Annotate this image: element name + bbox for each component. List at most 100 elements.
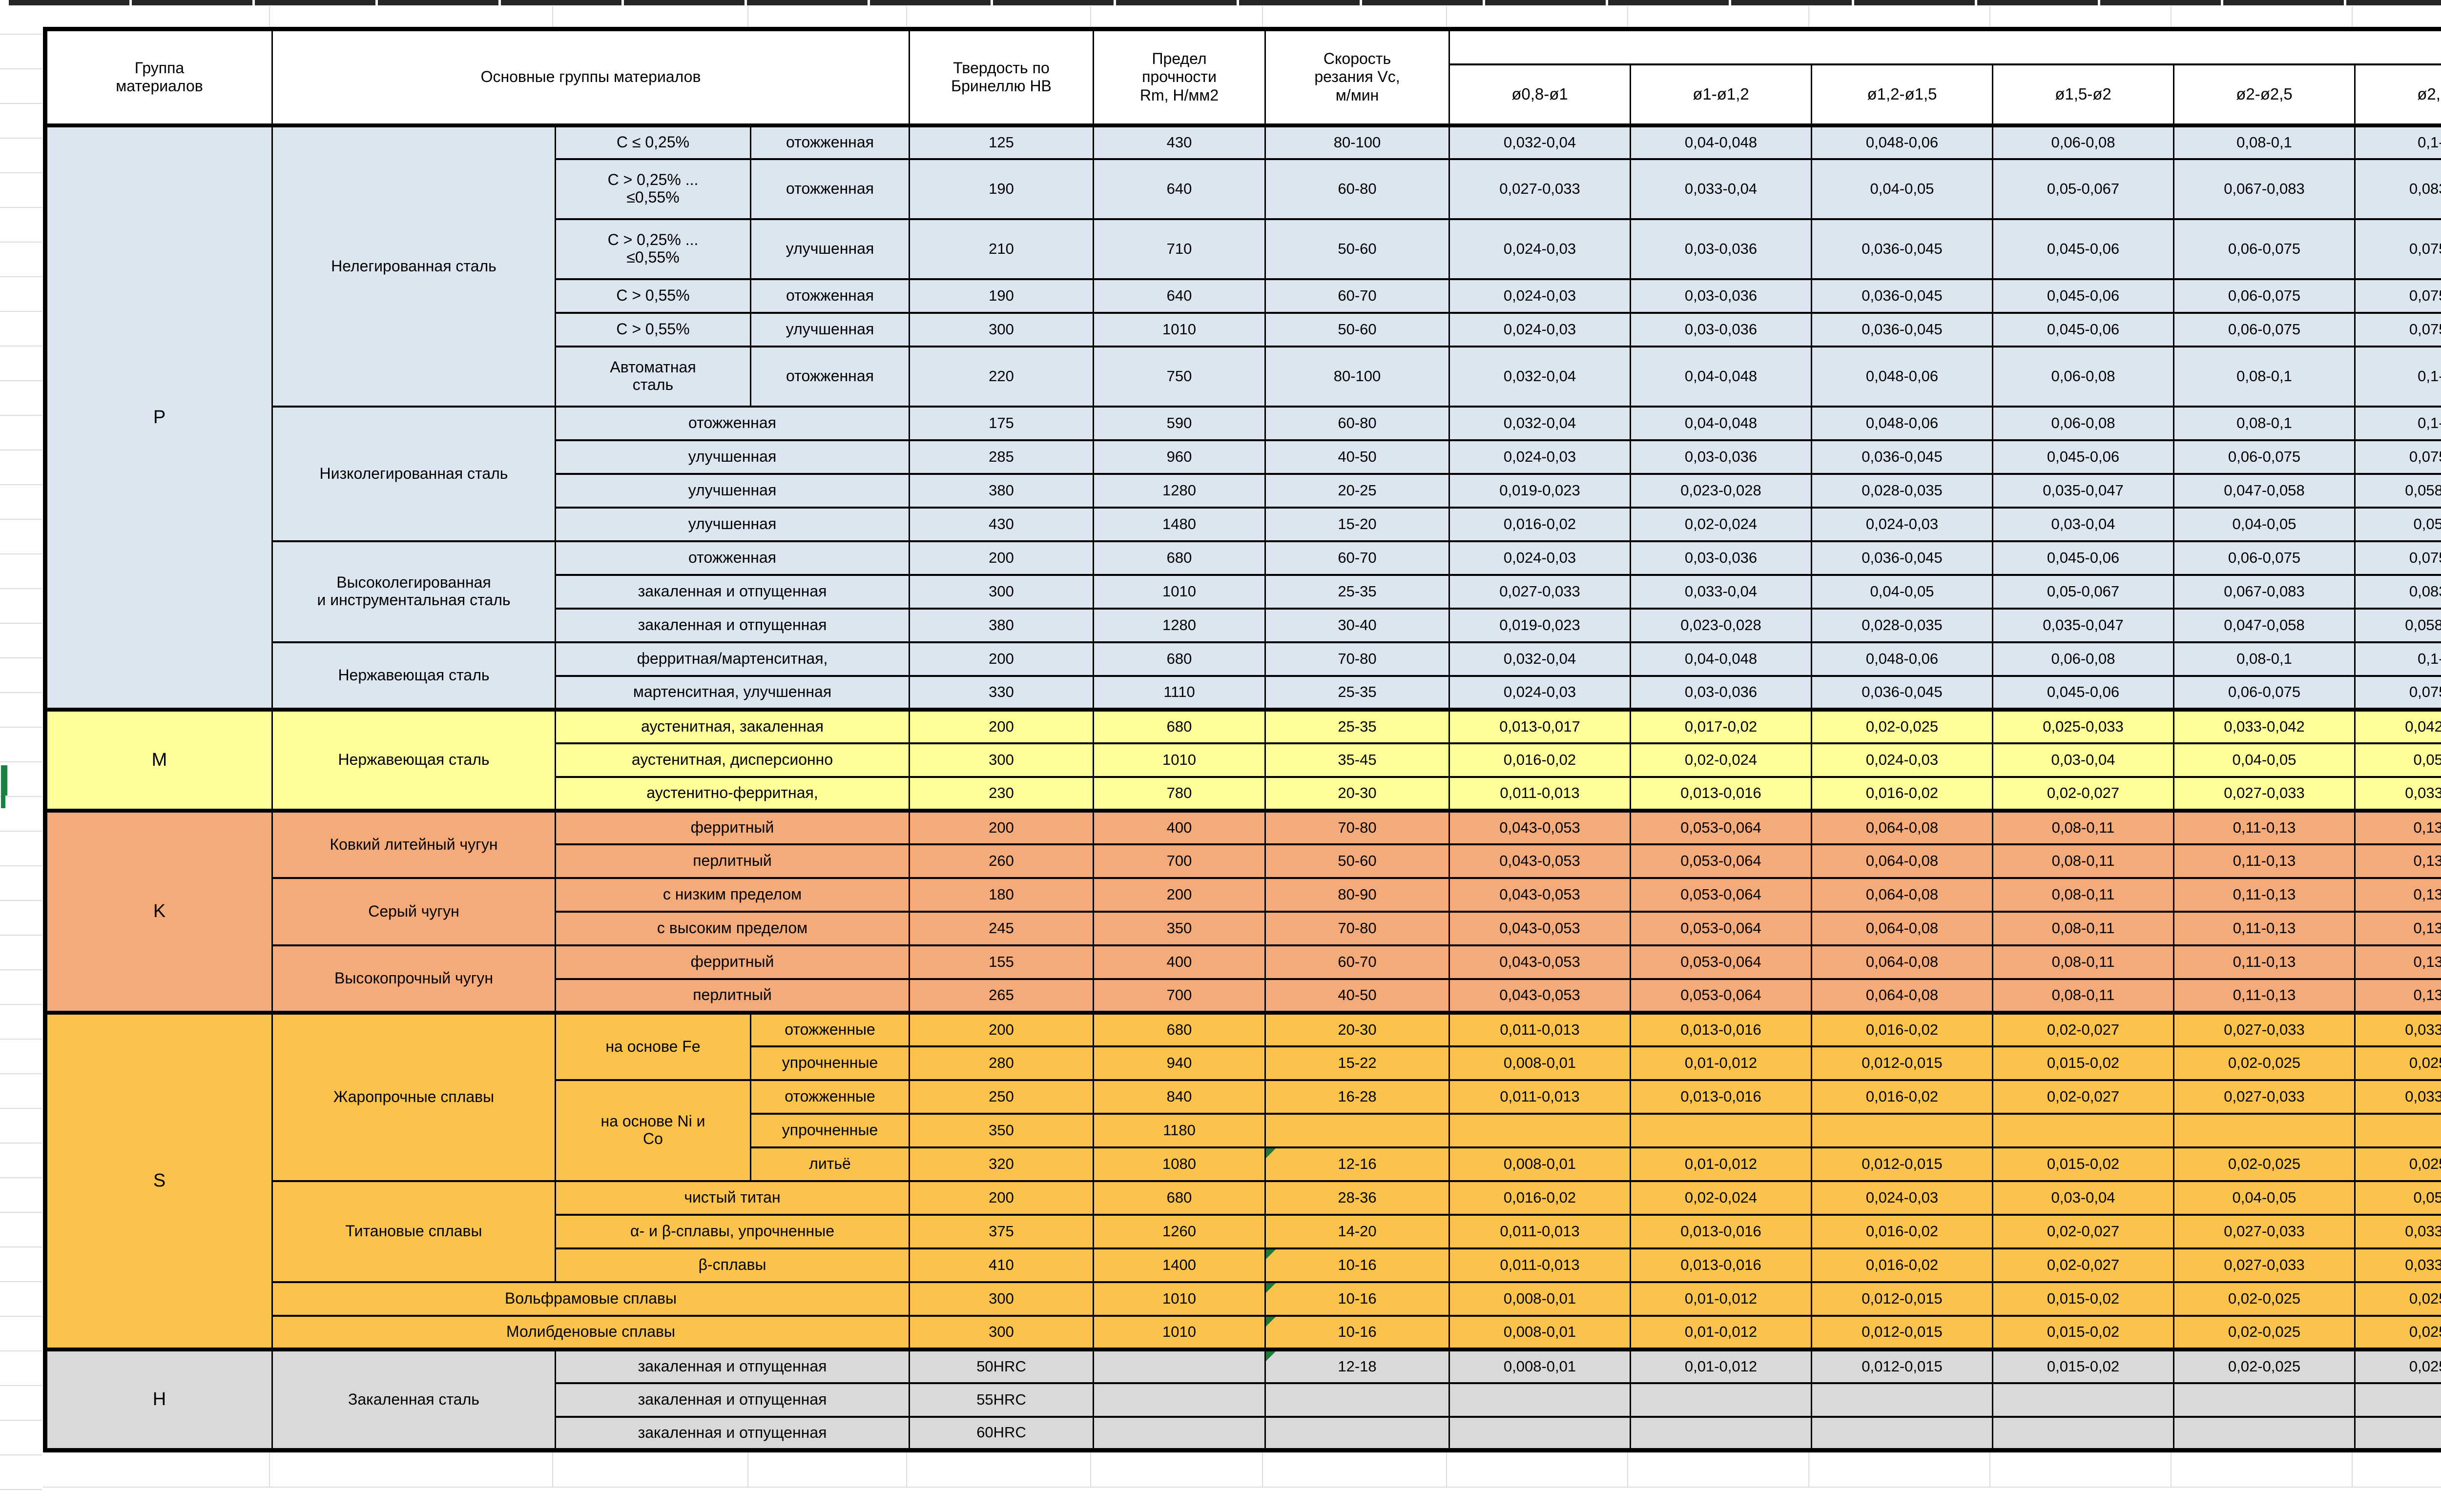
feed-cell[interactable]: 0,08-0,1: [2173, 641, 2356, 677]
feed-cell[interactable]: 0,053-0,064: [1630, 944, 1813, 980]
rm-cell[interactable]: 1480: [1093, 506, 1266, 542]
feed-cell[interactable]: 0,025-0,04: [2354, 1146, 2441, 1182]
feed-cell[interactable]: 0,013-0,016: [1630, 1010, 1813, 1047]
feed-cell[interactable]: 0,024-0,03: [1448, 278, 1632, 314]
feed-cell[interactable]: 0,047-0,058: [2173, 607, 2356, 643]
feed-cell[interactable]: 0,02-0,024: [1630, 506, 1813, 542]
hb-cell[interactable]: 190: [909, 278, 1095, 314]
hb-cell[interactable]: 300: [909, 311, 1095, 347]
feed-cell[interactable]: 0,01-0,012: [1630, 1045, 1813, 1081]
material-cell[interactable]: отожженная: [554, 540, 910, 576]
vc-cell[interactable]: 70-80: [1264, 808, 1450, 845]
feed-cell[interactable]: 0,012-0,015: [1811, 1281, 1994, 1317]
feed-cell[interactable]: [2354, 1415, 2441, 1451]
material-cell[interactable]: Жаропрочные сплавы: [271, 1010, 556, 1182]
header-group[interactable]: Группа материалов: [44, 28, 273, 126]
feed-cell[interactable]: 0,01-0,012: [1630, 1314, 1813, 1350]
vc-cell[interactable]: 60-80: [1264, 158, 1450, 220]
feed-cell[interactable]: 0,015-0,02: [1992, 1146, 2175, 1182]
hb-cell[interactable]: 300: [909, 1281, 1095, 1317]
header-vc[interactable]: Скорость резания Vc, м/мин: [1264, 28, 1450, 126]
feed-cell[interactable]: 0,016-0,02: [1811, 1247, 1994, 1283]
rm-cell[interactable]: 1080: [1093, 1146, 1266, 1182]
material-cell[interactable]: с низким пределом: [554, 877, 910, 913]
material-cell[interactable]: перлитный: [554, 843, 910, 879]
feed-cell[interactable]: 0,025-0,04: [2354, 1347, 2441, 1384]
material-cell[interactable]: ферритный: [554, 808, 910, 845]
feed-cell[interactable]: 0,043-0,053: [1448, 944, 1632, 980]
material-cell[interactable]: Высоколегированная и инструментальная ст…: [271, 540, 556, 643]
rm-cell[interactable]: 680: [1093, 540, 1266, 576]
vc-cell[interactable]: 12-16: [1264, 1146, 1450, 1182]
feed-cell[interactable]: 0,028-0,035: [1811, 607, 1994, 643]
vc-cell[interactable]: 40-50: [1264, 978, 1450, 1014]
feed-cell[interactable]: 0,11-0,13: [2173, 877, 2356, 913]
feed-cell[interactable]: 0,058-0,093: [2354, 472, 2441, 509]
feed-cell[interactable]: 0,011-0,013: [1448, 1213, 1632, 1249]
feed-cell[interactable]: 0,008-0,01: [1448, 1281, 1632, 1317]
feed-cell[interactable]: 0,045-0,06: [1992, 540, 2175, 576]
feed-cell[interactable]: 0,075-0,12: [2354, 439, 2441, 475]
feed-cell[interactable]: 0,016-0,02: [1448, 742, 1632, 778]
material-cell[interactable]: Нержавеющая сталь: [271, 707, 556, 812]
hb-cell[interactable]: 375: [909, 1213, 1095, 1249]
vc-cell[interactable]: 10-16: [1264, 1314, 1450, 1350]
header-hb[interactable]: Твердость по Бринеллю HB: [909, 28, 1095, 126]
vc-cell[interactable]: 15-22: [1264, 1045, 1450, 1081]
vc-cell[interactable]: 20-30: [1264, 1010, 1450, 1047]
feed-cell[interactable]: 0,13-0,21: [2354, 808, 2441, 845]
feed-cell[interactable]: 0,027-0,033: [2173, 1079, 2356, 1115]
feed-cell[interactable]: 0,06-0,075: [2173, 439, 2356, 475]
feed-cell[interactable]: 0,01-0,012: [1630, 1347, 1813, 1384]
feed-cell[interactable]: 0,045-0,06: [1992, 311, 2175, 347]
feed-cell[interactable]: 0,02-0,025: [2173, 1281, 2356, 1317]
rm-cell[interactable]: [1093, 1382, 1266, 1418]
feed-cell[interactable]: 0,06-0,075: [2173, 311, 2356, 347]
feed-cell[interactable]: 0,083-0,13: [2354, 158, 2441, 220]
feed-cell[interactable]: 0,075-0,12: [2354, 540, 2441, 576]
feed-cell[interactable]: 0,025-0,033: [1992, 707, 2175, 744]
vc-cell[interactable]: 60-80: [1264, 405, 1450, 441]
hb-cell[interactable]: 300: [909, 1314, 1095, 1350]
feed-cell[interactable]: 0,04-0,05: [1811, 573, 1994, 610]
feed-cell[interactable]: 0,02-0,025: [2173, 1314, 2356, 1350]
feed-cell[interactable]: 0,045-0,06: [1992, 674, 2175, 711]
vc-cell[interactable]: 30-40: [1264, 607, 1450, 643]
feed-cell[interactable]: 0,05-0,067: [1992, 573, 2175, 610]
feed-cell[interactable]: 0,043-0,053: [1448, 910, 1632, 946]
hb-cell[interactable]: 350: [909, 1112, 1095, 1148]
material-cell[interactable]: улучшенная: [749, 311, 910, 347]
feed-cell[interactable]: 0,033-0,04: [1630, 573, 1813, 610]
feed-cell[interactable]: 0,042-0,067: [2354, 707, 2441, 744]
rm-cell[interactable]: 1400: [1093, 1247, 1266, 1283]
feed-cell[interactable]: 0,008-0,01: [1448, 1146, 1632, 1182]
material-cell[interactable]: аустенитная, дисперсионно: [554, 742, 910, 778]
feed-cell[interactable]: 0,043-0,053: [1448, 978, 1632, 1014]
rm-cell[interactable]: 940: [1093, 1045, 1266, 1081]
feed-cell[interactable]: 0,04-0,05: [2173, 742, 2356, 778]
feed-cell[interactable]: 0,008-0,01: [1448, 1314, 1632, 1350]
header-diameter[interactable]: ø1,2-ø1,5: [1811, 63, 1994, 127]
feed-cell[interactable]: 0,11-0,13: [2173, 978, 2356, 1014]
hb-cell[interactable]: 260: [909, 843, 1095, 879]
hb-cell[interactable]: 285: [909, 439, 1095, 475]
feed-cell[interactable]: 0,064-0,08: [1811, 978, 1994, 1014]
feed-cell[interactable]: 0,024-0,03: [1811, 506, 1994, 542]
vc-cell[interactable]: 80-90: [1264, 877, 1450, 913]
rm-cell[interactable]: 400: [1093, 944, 1266, 980]
feed-cell[interactable]: 0,075-0,12: [2354, 218, 2441, 280]
material-cell[interactable]: улучшенная: [554, 439, 910, 475]
header-diameter[interactable]: ø1-ø1,2: [1630, 63, 1813, 127]
feed-cell[interactable]: 0,06-0,075: [2173, 278, 2356, 314]
feed-cell[interactable]: 0,03-0,04: [1992, 1180, 2175, 1216]
feed-cell[interactable]: 0,016-0,02: [1811, 1079, 1994, 1115]
feed-cell[interactable]: 0,06-0,08: [1992, 345, 2175, 408]
header-diameter[interactable]: ø0,8-ø1: [1448, 63, 1632, 127]
vc-cell[interactable]: 10-16: [1264, 1281, 1450, 1317]
material-cell[interactable]: C ≤ 0,25%: [555, 123, 751, 160]
hb-cell[interactable]: 175: [909, 405, 1095, 441]
feed-cell[interactable]: 0,027-0,033: [1448, 573, 1632, 610]
feed-cell[interactable]: 0,024-0,03: [1811, 742, 1994, 778]
rm-cell[interactable]: 1010: [1093, 573, 1266, 610]
feed-cell[interactable]: 0,08-0,1: [2173, 405, 2356, 441]
